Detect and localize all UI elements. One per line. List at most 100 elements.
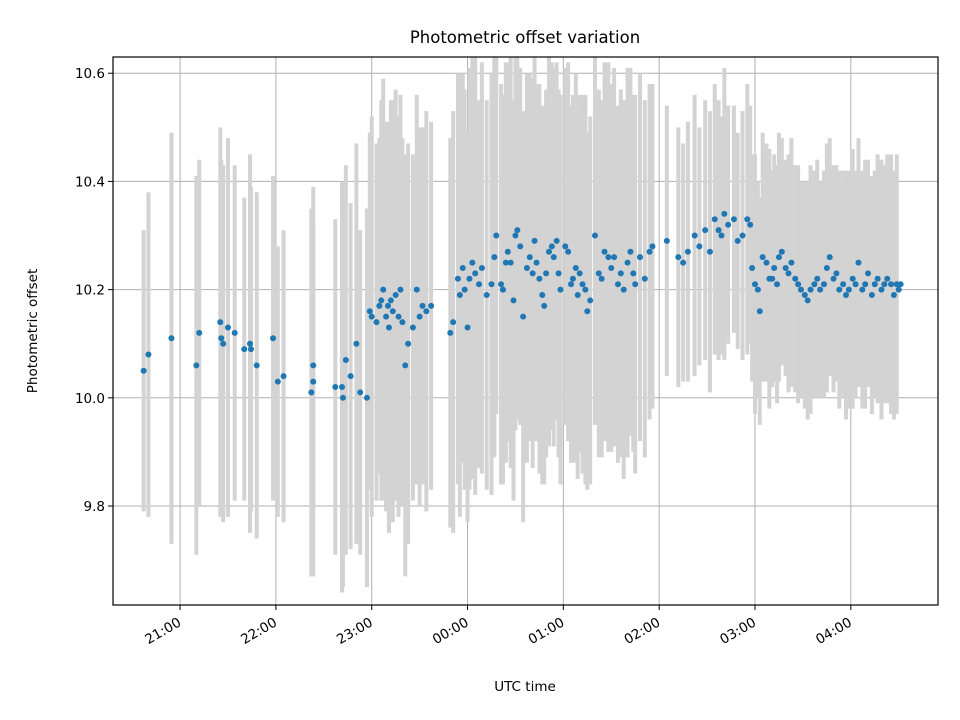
data-point — [874, 275, 881, 282]
data-point — [830, 275, 837, 282]
data-point — [725, 221, 732, 228]
data-point — [543, 270, 550, 277]
plot-frame — [112, 56, 939, 606]
data-point — [378, 297, 385, 304]
x-axis-label: UTC time — [494, 679, 556, 695]
data-point — [533, 259, 540, 266]
data-point — [595, 270, 602, 277]
data-point — [718, 232, 725, 239]
data-point — [493, 232, 500, 239]
data-point — [357, 389, 364, 396]
data-point — [385, 302, 391, 309]
data-point — [447, 329, 454, 336]
data-point — [555, 270, 562, 277]
data-point — [897, 281, 904, 288]
data-point — [476, 281, 483, 288]
data-point — [196, 329, 203, 336]
data-point — [627, 248, 634, 255]
data-point — [840, 281, 847, 288]
data-point — [373, 319, 380, 326]
data-point — [466, 275, 473, 282]
data-point — [888, 281, 895, 288]
data-point — [168, 335, 175, 342]
data-point — [389, 308, 396, 315]
data-point — [550, 254, 557, 261]
data-point — [649, 243, 656, 250]
data-point — [376, 302, 383, 309]
data-point — [807, 286, 814, 293]
data-point — [587, 297, 594, 304]
data-point — [788, 259, 795, 266]
data-point — [423, 308, 430, 315]
data-point — [734, 237, 741, 244]
data-point — [845, 286, 852, 293]
data-point — [488, 281, 495, 288]
data-point — [193, 362, 200, 369]
data-point — [568, 281, 575, 288]
data-point — [763, 259, 770, 266]
data-point — [617, 270, 624, 277]
y-tick-label: 10.2 — [75, 283, 105, 299]
y-axis-label: Photometric offset — [25, 269, 41, 393]
data-point — [565, 248, 572, 255]
data-point — [833, 270, 840, 277]
data-point — [478, 264, 485, 271]
data-point — [574, 292, 581, 299]
data-point — [332, 383, 339, 390]
data-point — [548, 243, 555, 250]
data-point — [310, 362, 317, 369]
data-point — [308, 389, 315, 396]
data-point — [247, 346, 254, 353]
data-point — [754, 286, 761, 293]
data-point — [562, 243, 569, 250]
data-point — [514, 227, 521, 234]
data-point — [852, 281, 859, 288]
data-point — [472, 270, 479, 277]
data-point — [416, 313, 423, 320]
data-point — [220, 340, 227, 347]
data-point — [380, 286, 387, 293]
data-point — [512, 232, 519, 239]
data-point — [253, 362, 260, 369]
data-point — [843, 292, 850, 299]
data-point — [884, 275, 891, 282]
data-point — [502, 259, 509, 266]
data-point — [823, 264, 830, 271]
data-point — [392, 292, 399, 299]
data-point — [751, 281, 758, 288]
data-point — [526, 254, 533, 261]
data-point — [413, 286, 420, 293]
data-point — [483, 292, 490, 299]
data-point — [691, 232, 698, 239]
data-point — [339, 394, 346, 401]
data-point — [557, 286, 564, 293]
data-point — [347, 373, 354, 380]
data-point — [680, 259, 687, 266]
data-point — [504, 248, 511, 255]
data-point — [878, 286, 885, 293]
data-point — [696, 243, 703, 250]
data-point — [771, 264, 778, 271]
data-point — [572, 264, 579, 271]
data-point — [608, 264, 615, 271]
data-point — [620, 286, 627, 293]
data-point — [890, 292, 897, 299]
data-point — [456, 292, 463, 299]
data-point — [395, 313, 402, 320]
data-point — [591, 232, 598, 239]
data-point — [274, 378, 281, 385]
data-point — [811, 281, 818, 288]
data-point — [881, 281, 888, 288]
data-point — [749, 264, 756, 271]
data-point — [605, 254, 612, 261]
data-point — [145, 351, 152, 358]
data-point — [569, 275, 576, 282]
data-point — [820, 281, 827, 288]
data-point — [405, 340, 412, 347]
data-point — [859, 286, 866, 293]
data-point — [855, 259, 862, 266]
data-point — [217, 319, 224, 326]
data-point — [706, 248, 713, 255]
data-point — [744, 216, 751, 223]
data-point — [387, 297, 394, 304]
